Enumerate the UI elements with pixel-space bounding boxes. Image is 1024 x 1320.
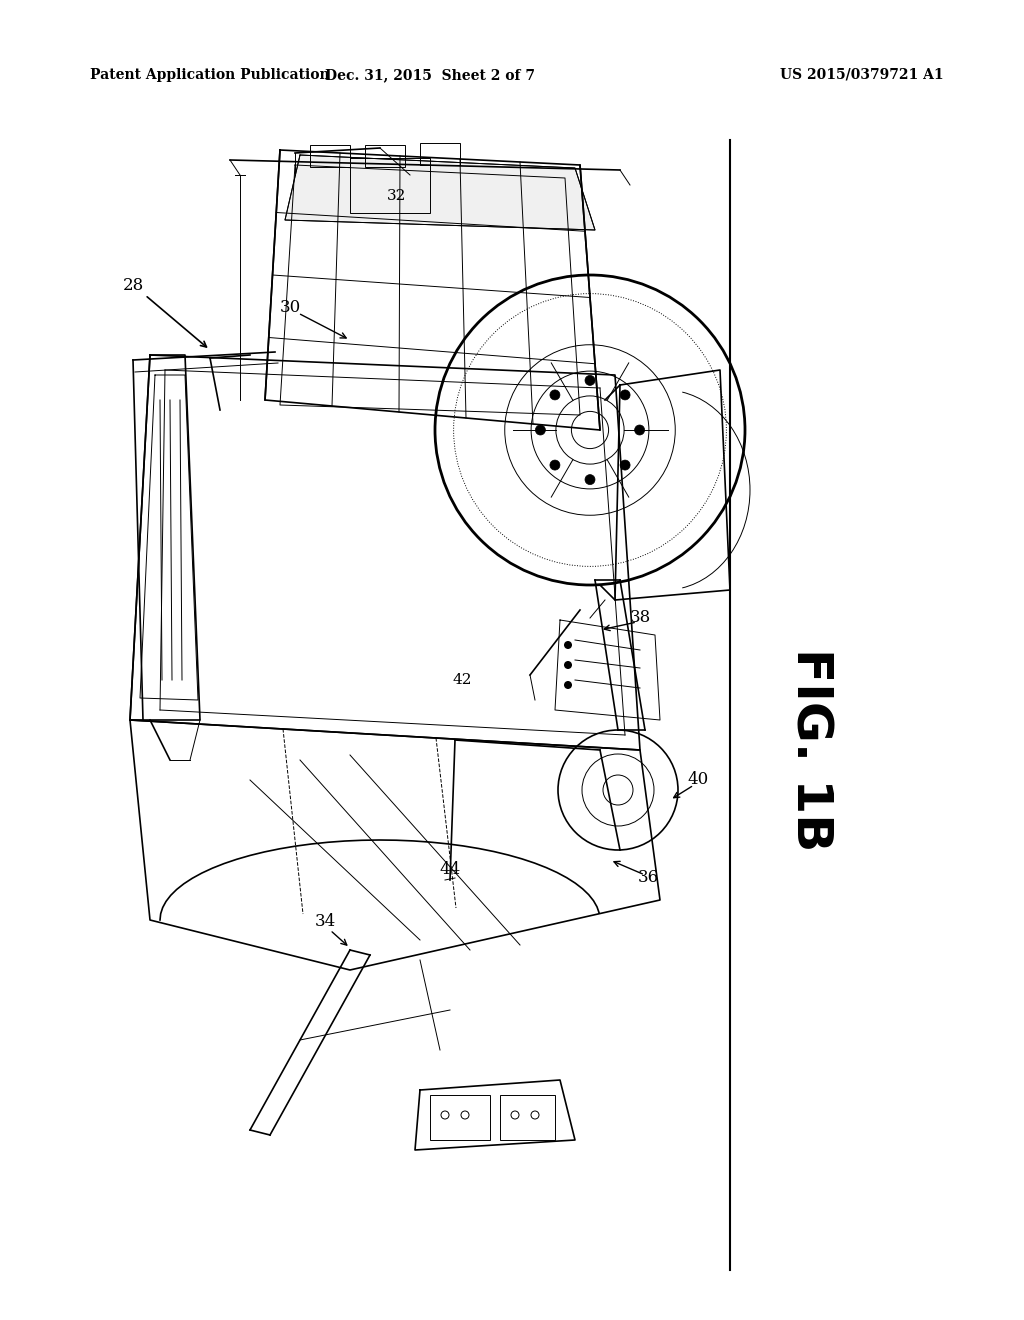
Text: Dec. 31, 2015  Sheet 2 of 7: Dec. 31, 2015 Sheet 2 of 7 [325,69,535,82]
Bar [500,1096,555,1140]
Bar [365,145,406,168]
Text: 44: 44 [439,862,461,879]
Text: 38: 38 [630,610,650,627]
Text: US 2015/0379721 A1: US 2015/0379721 A1 [780,69,944,82]
Circle shape [564,642,572,649]
Circle shape [564,681,572,689]
Text: 36: 36 [637,870,658,887]
Circle shape [536,425,546,436]
Circle shape [585,375,595,385]
Circle shape [550,461,560,470]
Text: 32: 32 [387,189,407,203]
Text: 42: 42 [453,673,472,686]
Circle shape [585,475,595,484]
Text: 30: 30 [280,300,301,317]
Bar [420,143,460,165]
Text: 34: 34 [314,913,336,931]
Text: FIG. 1B: FIG. 1B [786,648,834,851]
Text: 28: 28 [123,276,143,293]
Polygon shape [285,154,595,230]
Circle shape [564,661,572,669]
Circle shape [621,389,630,400]
Bar [430,1096,490,1140]
Circle shape [621,461,630,470]
Circle shape [635,425,644,436]
Bar [310,145,350,168]
Circle shape [550,389,560,400]
Bar [350,158,430,213]
Text: Patent Application Publication: Patent Application Publication [90,69,330,82]
Text: 40: 40 [687,771,709,788]
